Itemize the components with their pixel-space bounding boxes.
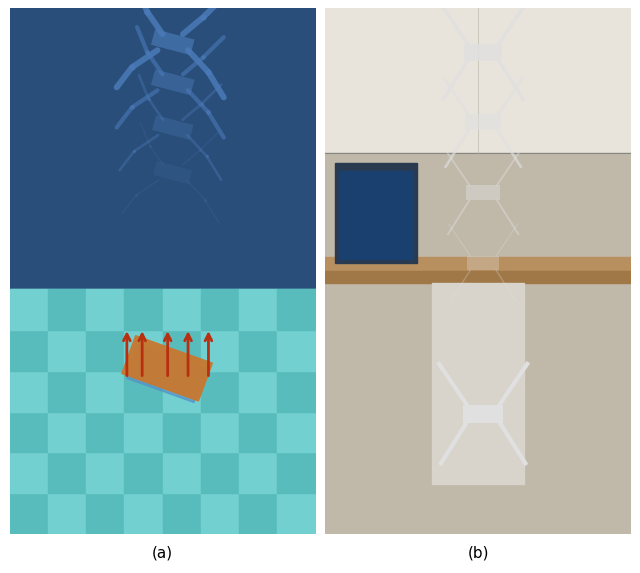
Bar	[277, 411, 316, 453]
Text: (b): (b)	[467, 545, 489, 560]
Polygon shape	[153, 161, 193, 185]
Bar	[122, 336, 212, 401]
Bar	[239, 411, 277, 453]
Bar	[463, 405, 504, 423]
Bar	[432, 283, 524, 484]
Bar	[239, 453, 277, 493]
Bar	[124, 371, 163, 411]
Polygon shape	[151, 29, 195, 55]
Bar	[86, 371, 124, 411]
Bar	[201, 371, 239, 411]
Bar	[124, 453, 163, 493]
Bar	[201, 330, 239, 371]
Bar	[325, 8, 631, 152]
Bar	[124, 411, 163, 453]
Bar	[10, 289, 48, 330]
Bar	[239, 289, 277, 330]
Bar	[127, 346, 206, 402]
Bar	[48, 330, 86, 371]
Bar	[339, 171, 413, 259]
Bar	[10, 371, 48, 411]
Bar	[86, 411, 124, 453]
Bar	[239, 330, 277, 371]
Bar	[86, 453, 124, 493]
Bar	[48, 411, 86, 453]
Bar	[467, 185, 500, 200]
Bar	[163, 371, 201, 411]
Bar	[10, 411, 48, 453]
Bar	[325, 257, 631, 273]
Bar	[86, 289, 124, 330]
Bar	[465, 115, 501, 131]
Polygon shape	[151, 69, 195, 95]
Bar	[163, 453, 201, 493]
Bar	[239, 371, 277, 411]
Bar	[48, 371, 86, 411]
Bar	[86, 493, 124, 534]
Bar	[163, 330, 201, 371]
Bar	[124, 330, 163, 371]
Bar	[163, 411, 201, 453]
Bar	[277, 330, 316, 371]
Bar	[163, 493, 201, 534]
Bar	[163, 289, 201, 330]
Bar	[124, 493, 163, 534]
Bar	[277, 453, 316, 493]
Bar	[277, 289, 316, 330]
Bar	[48, 289, 86, 330]
Bar	[124, 289, 163, 330]
Bar	[201, 453, 239, 493]
Bar	[10, 8, 316, 289]
Bar	[48, 453, 86, 493]
Bar	[48, 493, 86, 534]
Bar	[201, 493, 239, 534]
Bar	[201, 411, 239, 453]
Bar	[239, 493, 277, 534]
Bar	[325, 271, 631, 283]
Bar	[10, 330, 48, 371]
Bar	[277, 371, 316, 411]
Bar	[335, 163, 417, 263]
Bar	[10, 289, 316, 534]
Bar	[10, 453, 48, 493]
Polygon shape	[152, 115, 193, 140]
Bar	[467, 256, 499, 270]
Bar	[277, 493, 316, 534]
Text: (a): (a)	[152, 545, 173, 560]
Bar	[201, 289, 239, 330]
Bar	[10, 493, 48, 534]
Bar	[86, 330, 124, 371]
Bar	[464, 44, 502, 61]
